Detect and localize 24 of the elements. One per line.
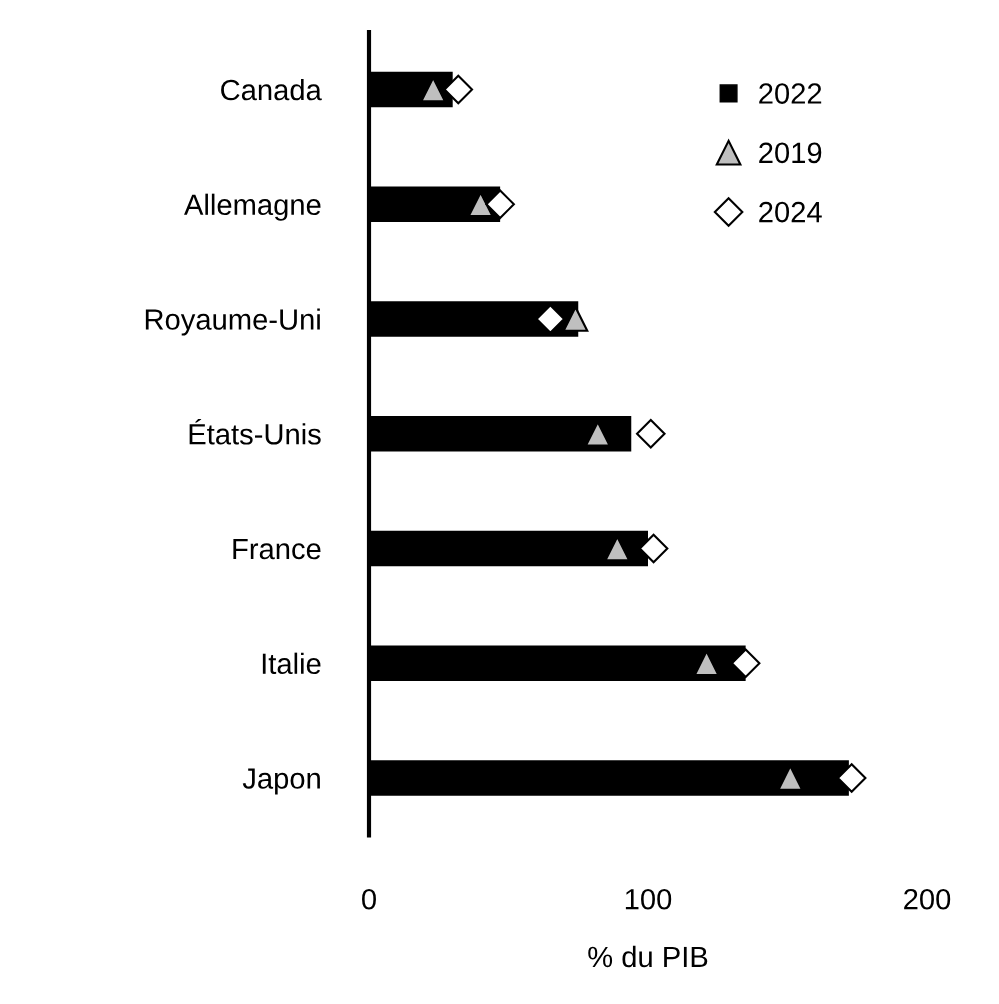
point xyxy=(693,650,720,677)
y-tick-label: Royaume-Uni xyxy=(145,308,320,336)
point xyxy=(636,418,666,449)
point xyxy=(562,306,589,332)
point xyxy=(535,304,566,334)
x-tick-label: 200 xyxy=(904,888,951,910)
point xyxy=(730,648,761,678)
x-axis-title: % du PIB xyxy=(588,945,708,968)
point xyxy=(485,189,515,220)
point xyxy=(777,765,804,791)
y-tick-label: France xyxy=(233,538,321,560)
point xyxy=(836,763,867,793)
y-tick-label: Japon xyxy=(242,768,320,795)
y-tick-label: Allemagne xyxy=(184,193,321,221)
legend-label: 2022 xyxy=(759,83,822,104)
y-tick-label: États-Unis xyxy=(189,419,321,445)
point xyxy=(638,533,669,564)
legend-label: 2024 xyxy=(759,201,822,223)
y-tick-label: Canada xyxy=(221,78,322,101)
point xyxy=(443,74,474,105)
x-tick-label: 100 xyxy=(625,888,672,910)
y-tick-label: Italie xyxy=(262,652,321,675)
legend-label: 2019 xyxy=(759,142,822,164)
x-tick-label: 0 xyxy=(362,888,376,910)
